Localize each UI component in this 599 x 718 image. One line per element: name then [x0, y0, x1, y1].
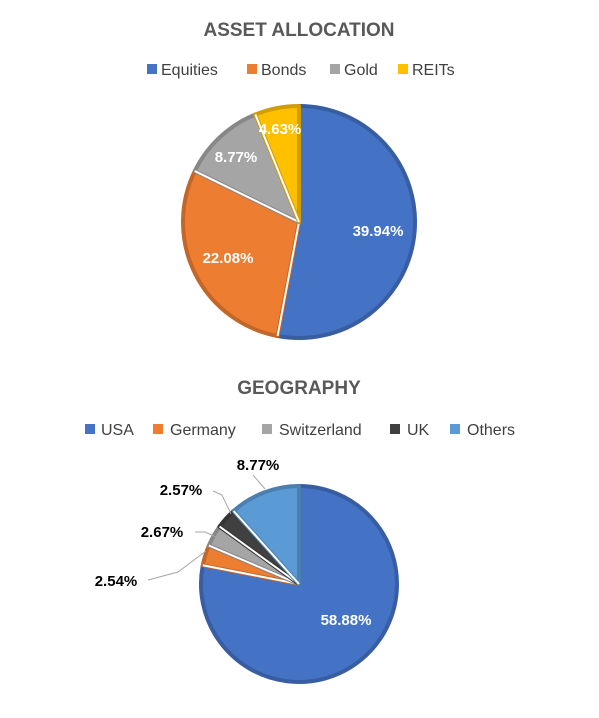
legend-label-uk: UK [407, 422, 430, 439]
asset-allocation-slice-separator [276, 221, 300, 337]
asset-allocation-slice-separator [194, 170, 300, 223]
legend-swatch-reits [398, 64, 408, 74]
asset-allocation-slice-equities [275, 104, 417, 340]
data-label-uk: 2.57% [160, 482, 203, 499]
legend-swatch-germany [153, 424, 163, 434]
legend-swatch-switzerland [262, 424, 272, 434]
data-label-switzerland: 2.67% [141, 524, 184, 541]
geography-slice-separator [232, 510, 300, 585]
geography-slice-separator [208, 544, 300, 585]
leader-line-uk [212, 490, 232, 515]
legend-swatch-gold [330, 64, 340, 74]
legend-label-germany: Germany [170, 422, 236, 439]
legend-label-equities: Equities [161, 62, 218, 79]
legend-label-bonds: Bonds [261, 62, 306, 79]
geography-pie [199, 484, 399, 684]
asset-allocation-slice-bonds [181, 169, 301, 338]
data-label-usa: 58.88% [321, 612, 372, 629]
legend-swatch-usa [85, 424, 95, 434]
asset-allocation-legend: Equities Bonds Gold REITs [147, 62, 455, 79]
legend-label-usa: USA [101, 422, 134, 439]
legend-label-others: Others [467, 422, 515, 439]
geography-legend: USA Germany Switzerland UK Others [85, 422, 515, 439]
geography-slice-separator [202, 564, 300, 585]
data-label-bonds: 22.08% [203, 250, 254, 267]
asset-allocation-slice-gold [192, 112, 301, 224]
asset-allocation-slice-separator [254, 114, 300, 223]
leader-lines [147, 474, 266, 581]
leader-line-others [252, 474, 266, 490]
legend-label-reits: REITs [412, 62, 455, 79]
leader-line-germany [147, 550, 207, 581]
legend-label-switzerland: Switzerland [279, 422, 362, 439]
legend-label-gold: Gold [344, 62, 378, 79]
asset-allocation-chart: ASSET ALLOCATION Equities Bonds Gold REI… [147, 20, 455, 340]
geography-chart: GEOGRAPHY USA Germany Switzerland UK Oth… [85, 378, 515, 684]
legend-swatch-others [450, 424, 460, 434]
data-label-gold: 8.77% [215, 149, 258, 166]
geography-slice-separator [219, 525, 300, 585]
geography-title: GEOGRAPHY [237, 378, 361, 399]
legend-swatch-equities [147, 64, 157, 74]
data-label-reits: 4.63% [259, 121, 302, 138]
data-label-germany: 2.54% [95, 573, 138, 590]
asset-allocation-pie [181, 104, 417, 340]
legend-swatch-uk [390, 424, 400, 434]
data-label-equities: 39.94% [353, 223, 404, 240]
asset-allocation-title: ASSET ALLOCATION [203, 20, 394, 41]
data-label-others: 8.77% [237, 457, 280, 474]
leader-line-switzerland [195, 531, 217, 538]
geography-slice-others [231, 484, 301, 586]
legend-swatch-bonds [247, 64, 257, 74]
